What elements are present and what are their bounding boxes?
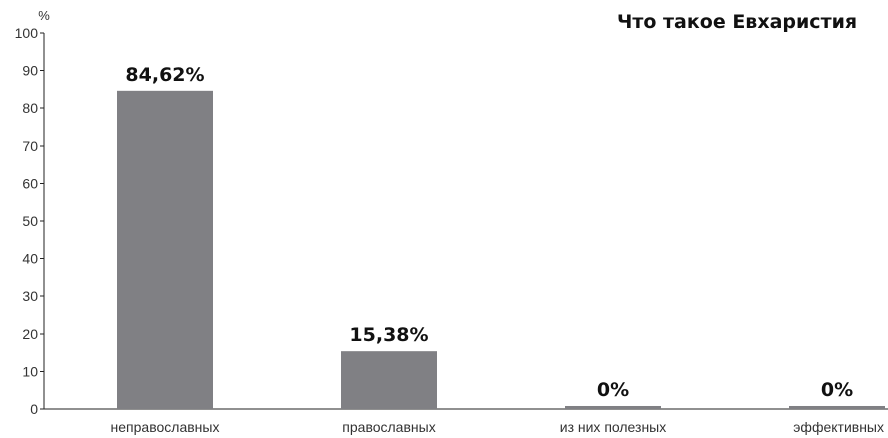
y-tick-label: 90 (22, 63, 38, 79)
y-tick-label: 40 (22, 251, 38, 267)
y-tick-label: 30 (22, 288, 38, 304)
category-label: неправославных (111, 419, 220, 435)
bar-value-label: 0% (597, 379, 629, 401)
bars (117, 90, 885, 409)
y-tick-label: 0 (30, 401, 38, 417)
bar (117, 90, 213, 409)
bar-value-label: 84,62% (125, 64, 204, 86)
bar (789, 405, 885, 409)
category-label: православных (342, 419, 435, 435)
y-tick-label: 80 (22, 100, 38, 116)
bar (341, 351, 437, 409)
y-tick-label: 50 (22, 213, 38, 229)
y-tick-label: 10 (22, 363, 38, 379)
bar (565, 405, 661, 409)
y-tick-label: 60 (22, 175, 38, 191)
category-label: из них полезных (560, 419, 667, 435)
chart-title: Что такое Евхаристия (617, 11, 857, 33)
category-labels: неправославных православных из них полезны… (111, 419, 884, 435)
y-axis-unit-label: % (38, 8, 50, 23)
bar-value-label: 15,38% (349, 324, 428, 346)
y-tick-label: 70 (22, 138, 38, 154)
bar-value-label: 0% (821, 379, 853, 401)
y-axis: 0 10 20 30 40 50 60 70 80 90 100 (15, 25, 45, 417)
y-tick-label: 100 (15, 25, 39, 41)
y-tick-label: 20 (22, 326, 38, 342)
category-label: эффективных (793, 419, 884, 435)
data-labels: 84,62% 15,38% 0% 0% (125, 64, 853, 401)
